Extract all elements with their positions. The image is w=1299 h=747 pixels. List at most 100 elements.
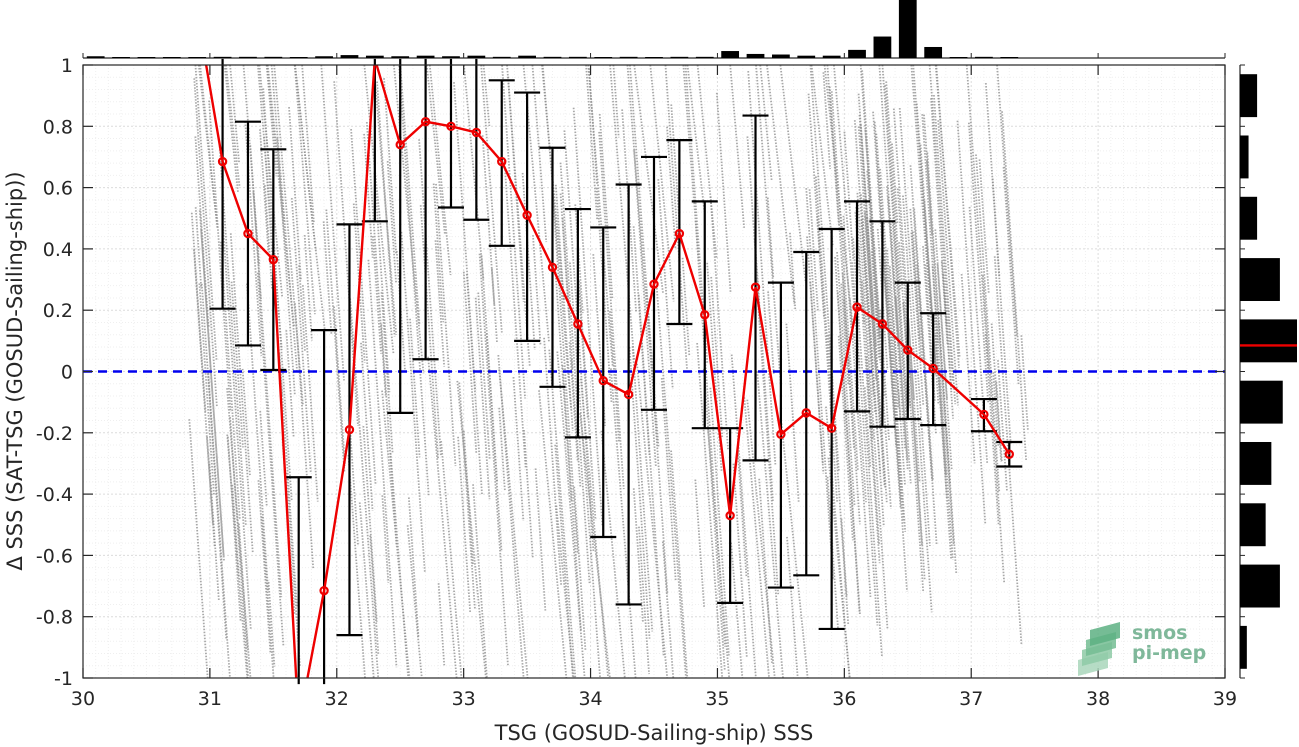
right-hist-bar (1240, 74, 1258, 118)
mean-point (826, 423, 837, 433)
mean-point (344, 425, 355, 435)
sample-streak (666, 126, 677, 249)
sample-streak (936, 263, 953, 470)
sample-streak (629, 64, 660, 448)
mean-point (547, 262, 558, 272)
top-hist-bar (289, 57, 308, 58)
sample-streak (219, 241, 241, 519)
sample-streak (612, 64, 620, 138)
top-hist-bar (391, 56, 410, 58)
sample-streak (746, 136, 762, 323)
sample-streak (907, 319, 915, 400)
top-hist-bar (822, 55, 841, 58)
sample-streak (226, 436, 242, 622)
sample-streak (347, 454, 366, 679)
right-hist-bar (1240, 380, 1283, 424)
mean-point (649, 279, 659, 289)
sample-streak (257, 480, 272, 654)
sample-streak (266, 64, 286, 222)
top-hist-bar (975, 56, 993, 58)
y-tick-label: -0.6 (36, 545, 73, 567)
top-hist-bar (670, 56, 689, 58)
sample-streak (531, 64, 548, 243)
top-hist-bar (746, 53, 765, 58)
sample-streak (759, 64, 773, 181)
top-hist-bar (264, 56, 283, 58)
sample-streak (609, 64, 636, 360)
sample-streak (523, 430, 534, 559)
y-tick-label: 0.4 (43, 239, 73, 261)
sample-streak (912, 231, 923, 360)
sample-streak (810, 64, 834, 248)
sample-streak (425, 64, 446, 235)
x-tick-label: 36 (832, 688, 856, 710)
right-histogram (1239, 64, 1297, 679)
top-hist-bar (695, 56, 714, 58)
right-hist-bar (1240, 564, 1280, 608)
sample-streak (333, 306, 346, 466)
sample-streak (578, 280, 597, 521)
sample-streak (921, 114, 939, 344)
sample-streak (825, 406, 851, 679)
mean-point (801, 408, 811, 418)
sample-streak (736, 448, 748, 577)
sample-streak (681, 257, 691, 357)
sample-streak (485, 333, 503, 552)
mean-point (446, 121, 456, 132)
sample-streak (532, 235, 542, 346)
sample-streak (657, 179, 674, 390)
sample-streak (457, 436, 472, 614)
sample-streak (600, 430, 626, 679)
sample-streak (293, 64, 316, 315)
sample-streak (910, 232, 925, 406)
sample-streak (758, 478, 773, 663)
sample-streak (696, 64, 718, 259)
sample-streak (766, 64, 796, 305)
mean-point (877, 319, 888, 329)
sample-streak (543, 337, 563, 586)
sample-streak (288, 107, 302, 281)
sample-streak (440, 441, 463, 679)
sample-streak (709, 196, 729, 450)
sample-streak (694, 220, 726, 647)
sample-streak (559, 162, 591, 584)
sample-streak (889, 351, 903, 501)
sample-streak (891, 305, 900, 391)
sample-streak (892, 108, 921, 482)
sample-streak (322, 221, 333, 335)
x-tick-label: 34 (578, 688, 602, 710)
sample-streak (262, 88, 293, 502)
sample-streak (246, 283, 270, 592)
y-tick-label: 0.8 (43, 116, 73, 138)
sample-streak (956, 120, 987, 524)
sample-streak (909, 165, 938, 545)
y-tick-label: -1 (54, 668, 73, 690)
sample-streak (490, 268, 498, 344)
sample-streak (655, 288, 687, 679)
sample-streak (579, 378, 609, 679)
sample-streak (863, 387, 872, 467)
sample-streak (910, 64, 937, 376)
sample-streak (755, 64, 782, 386)
top-hist-bar (162, 57, 181, 58)
x-tick-label: 30 (71, 688, 95, 710)
sample-streak (840, 283, 850, 386)
mean-point (674, 228, 685, 239)
sample-streak (809, 64, 840, 472)
sample-streak (661, 541, 675, 679)
sample-streak (993, 256, 1023, 645)
sample-streak (866, 217, 877, 346)
sample-streak (259, 129, 270, 253)
sample-streak (598, 131, 625, 490)
sample-streak (931, 266, 954, 560)
top-hist-bar (315, 56, 333, 58)
top-hist-bar (1000, 57, 1019, 58)
sample-streak (732, 463, 748, 657)
sample-streak (822, 72, 831, 170)
sample-streak (193, 78, 218, 407)
sample-streak (923, 200, 937, 368)
sample-streak (434, 240, 446, 367)
sample-streak (621, 109, 638, 313)
top-hist-bar (86, 56, 105, 58)
sample-streak (229, 64, 241, 164)
